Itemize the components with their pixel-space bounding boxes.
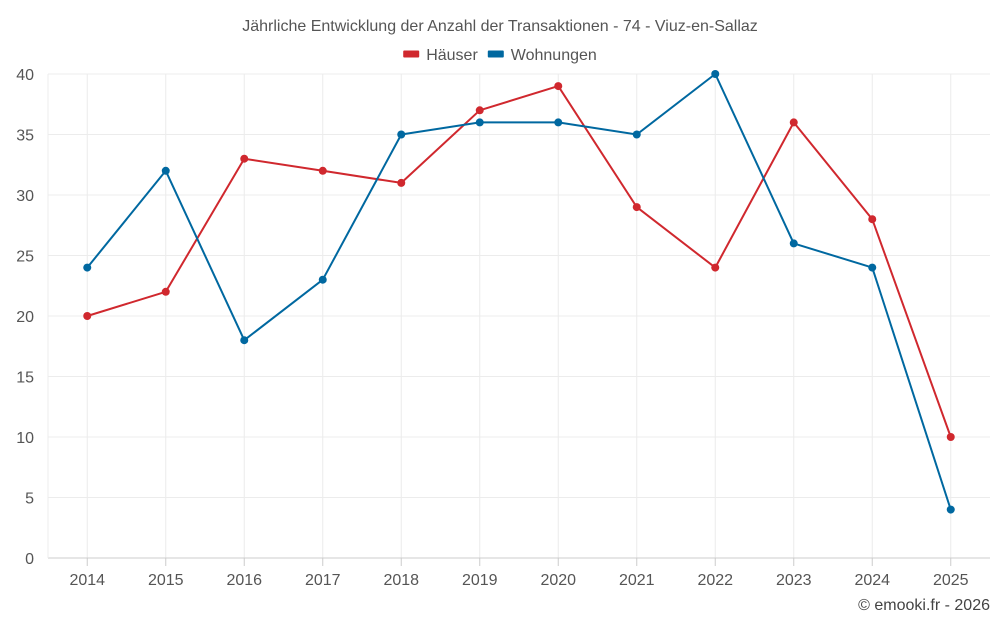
x-tick-label: 2020 [540,572,576,589]
gridlines [48,73,990,558]
y-tick-label: 25 [16,249,34,266]
data-point[interactable] [711,70,720,78]
legend-item-häuser[interactable]: Häuser [403,47,478,64]
data-point[interactable] [632,130,641,139]
y-tick-label: 15 [16,370,34,387]
data-point[interactable] [240,336,249,345]
data-point[interactable] [397,178,406,187]
data-point[interactable] [946,433,955,441]
data-point[interactable] [789,239,798,248]
data-point[interactable] [161,166,170,175]
data-point[interactable] [789,118,798,127]
series-line [86,73,952,510]
series-häuser [83,82,955,441]
data-point[interactable] [946,505,955,514]
x-tick-label: 2023 [776,572,812,589]
y-tick-label: 30 [16,188,34,205]
data-point[interactable] [397,130,406,139]
footer-credit: © emooki.fr - 2026 [858,597,990,614]
data-point[interactable] [632,203,641,212]
series-wohnungen [83,70,955,514]
x-tick-label: 2025 [933,572,969,589]
data-point[interactable] [868,215,877,224]
legend-swatch [403,50,420,58]
data-point[interactable] [83,312,92,320]
data-point[interactable] [554,82,563,91]
y-tick-label: 5 [25,491,34,508]
data-point[interactable] [475,106,484,115]
series-line [86,85,952,438]
x-tick-label: 2014 [69,572,105,589]
x-tick-label: 2016 [226,572,262,589]
data-point[interactable] [240,154,249,163]
data-point[interactable] [318,166,327,175]
y-tick-label: 10 [16,430,34,447]
chart-title: Jährliche Entwicklung der Anzahl der Tra… [242,18,758,35]
legend-label: Häuser [426,47,478,64]
y-tick-label: 40 [16,67,34,84]
x-tick-label: 2021 [619,572,655,589]
data-point[interactable] [868,263,877,272]
x-tick-label: 2019 [462,572,498,589]
x-tick-label: 2018 [383,572,419,589]
data-point[interactable] [161,287,170,296]
data-point[interactable] [475,118,484,127]
legend-item-wohnungen[interactable]: Wohnungen [487,47,597,64]
y-tick-label: 0 [25,551,34,568]
data-point[interactable] [83,263,92,272]
data-point[interactable] [318,275,327,284]
y-tick-label: 35 [16,128,34,145]
legend-label: Wohnungen [511,47,597,64]
y-tick-label: 20 [16,309,34,326]
data-point[interactable] [554,118,563,127]
legend: Häuser Wohnungen [403,47,597,64]
x-tick-label: 2022 [697,572,733,589]
series-layer [83,70,955,514]
legend-swatch [487,50,504,58]
x-tick-label: 2015 [148,572,184,589]
data-point[interactable] [711,263,720,272]
x-tick-label: 2017 [305,572,341,589]
x-tick-label: 2024 [854,572,890,589]
